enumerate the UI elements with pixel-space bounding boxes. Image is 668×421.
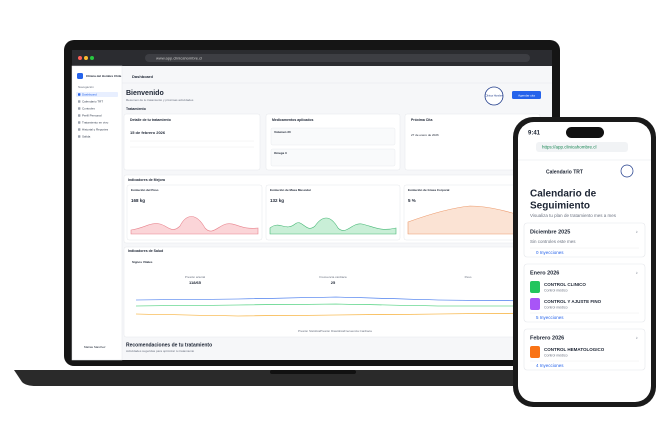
event-kind: Control médico: [544, 305, 568, 309]
nav-item: Calendario TRT: [82, 100, 103, 104]
card-value: 168 kg: [131, 198, 145, 203]
event-title: CONTROL CLINICO: [544, 282, 586, 287]
nav-icon: [78, 100, 81, 103]
card-date: 15 de febrero 2026: [130, 130, 166, 135]
stat-label: Presión arterial: [185, 275, 206, 279]
nav-icon: [78, 114, 81, 117]
chart-decoration: [269, 217, 397, 235]
button[interactable]: [512, 91, 541, 99]
dynamic-island: [566, 127, 604, 138]
month-name: Febrero 2026: [530, 335, 564, 341]
sidebar: [71, 65, 123, 361]
event-badge: [530, 346, 540, 358]
legend-item: Presión Sistólica: [298, 329, 321, 333]
injections: 0 Inyecciones: [536, 250, 564, 255]
chart-decoration: [130, 216, 259, 235]
subtitle: Visualiza tu plan de tratamiento mes a m…: [530, 213, 617, 218]
event-title: CONTROL HEMATOLOGICO: [544, 347, 605, 352]
welcome: Bienvenido: [126, 90, 164, 97]
section-heading: Tratamiento: [126, 107, 146, 111]
month-note: Sin controles este mes: [530, 239, 576, 244]
logo: Clínica Hombre: [485, 94, 503, 98]
injections: 4 Inyecciones: [536, 363, 564, 368]
event-kind: Control médico: [544, 353, 568, 357]
nav-item: Tratamiento en vivo: [82, 121, 109, 125]
chevron: ›: [636, 229, 638, 235]
card-title: Signos Vitales: [132, 260, 153, 264]
chevron: ›: [636, 335, 638, 341]
status-time: 9:41: [528, 131, 541, 137]
event-badge: [530, 298, 540, 310]
url: https://app.clinicahombre.cl: [542, 145, 597, 150]
nav-icon: [78, 128, 81, 131]
title: Calendario de: [530, 189, 597, 200]
page-header: Calendario TRT: [546, 169, 583, 175]
card-date: 27 de enero de 2026: [411, 133, 439, 137]
event-kind: Control médico: [544, 288, 568, 292]
event-title: CONTROL Y AJUSTE FINO: [544, 299, 602, 304]
card-title: Evolución del Peso: [131, 188, 159, 192]
stat-label: Peso: [465, 275, 472, 279]
nav-item: Dashboard: [82, 93, 97, 97]
section-heading: Indicadores de Salud: [128, 249, 163, 253]
card-title: Próxima Cita: [411, 118, 432, 122]
button-label: Agendar cita: [518, 93, 535, 97]
card-value: 132 kg: [270, 198, 284, 203]
laptop-notch: [270, 370, 356, 374]
nav-section: Navegación: [78, 85, 94, 89]
nav-item: Salida: [82, 135, 91, 139]
laptop-base: [14, 370, 612, 386]
card-value: 5 %: [408, 198, 416, 203]
url: www.app.clinicahombre.cl: [156, 56, 202, 61]
card-title: Medicamentos aplicados: [272, 118, 313, 122]
section-subtitle: Actividades sugeridas para optimizar tu …: [126, 349, 195, 353]
card-title: Evolución de Grasa Corporal: [408, 188, 450, 192]
stat-value: 25: [331, 280, 336, 285]
chevron: ›: [636, 270, 638, 276]
month-card: [523, 263, 646, 323]
stat-label: Frecuencia cardíaca: [319, 275, 347, 279]
url-field[interactable]: [536, 142, 628, 152]
nav-icon: [78, 121, 81, 124]
section-heading: Recomendaciones de tu tratamiento: [126, 342, 212, 348]
month-name: Diciembre 2025: [530, 229, 570, 235]
med-name: Omega 3: [274, 151, 287, 155]
month-name: Enero 2026: [530, 270, 559, 276]
nav-item: Historial y Reportes: [82, 128, 109, 132]
stat-value: 118/65: [189, 280, 202, 285]
nav-icon: [78, 107, 81, 110]
month-card: [523, 328, 646, 371]
url-field[interactable]: [145, 54, 530, 62]
section-heading: Indicadores de Mejora: [128, 178, 165, 182]
nav-item: Perfil Personal: [82, 114, 102, 118]
nav-icon: [78, 135, 81, 138]
card-title: Evolución de Masa Muscular: [270, 188, 312, 192]
welcome-subtitle: Resumen de tu tratamiento y próximas act…: [126, 98, 194, 102]
nav-item: Controles: [82, 107, 95, 111]
legend-item: Frecuencia Cardíaca: [344, 329, 372, 333]
title: Seguimiento: [530, 201, 590, 212]
card-title: Detalle de tu tratamiento: [130, 118, 171, 122]
user-name: Matías Sánchez: [84, 345, 106, 349]
month-card: [523, 222, 646, 258]
brand: Clínica del Hombre Chile: [86, 74, 122, 78]
injections: 5 Inyecciones: [536, 315, 564, 320]
nav-icon: [78, 93, 81, 96]
med-name: Volumen 30: [274, 130, 291, 134]
event-badge: [530, 281, 540, 293]
page-header: Dashboard: [132, 74, 153, 79]
legend-item: Presión Diastólica: [320, 329, 344, 333]
